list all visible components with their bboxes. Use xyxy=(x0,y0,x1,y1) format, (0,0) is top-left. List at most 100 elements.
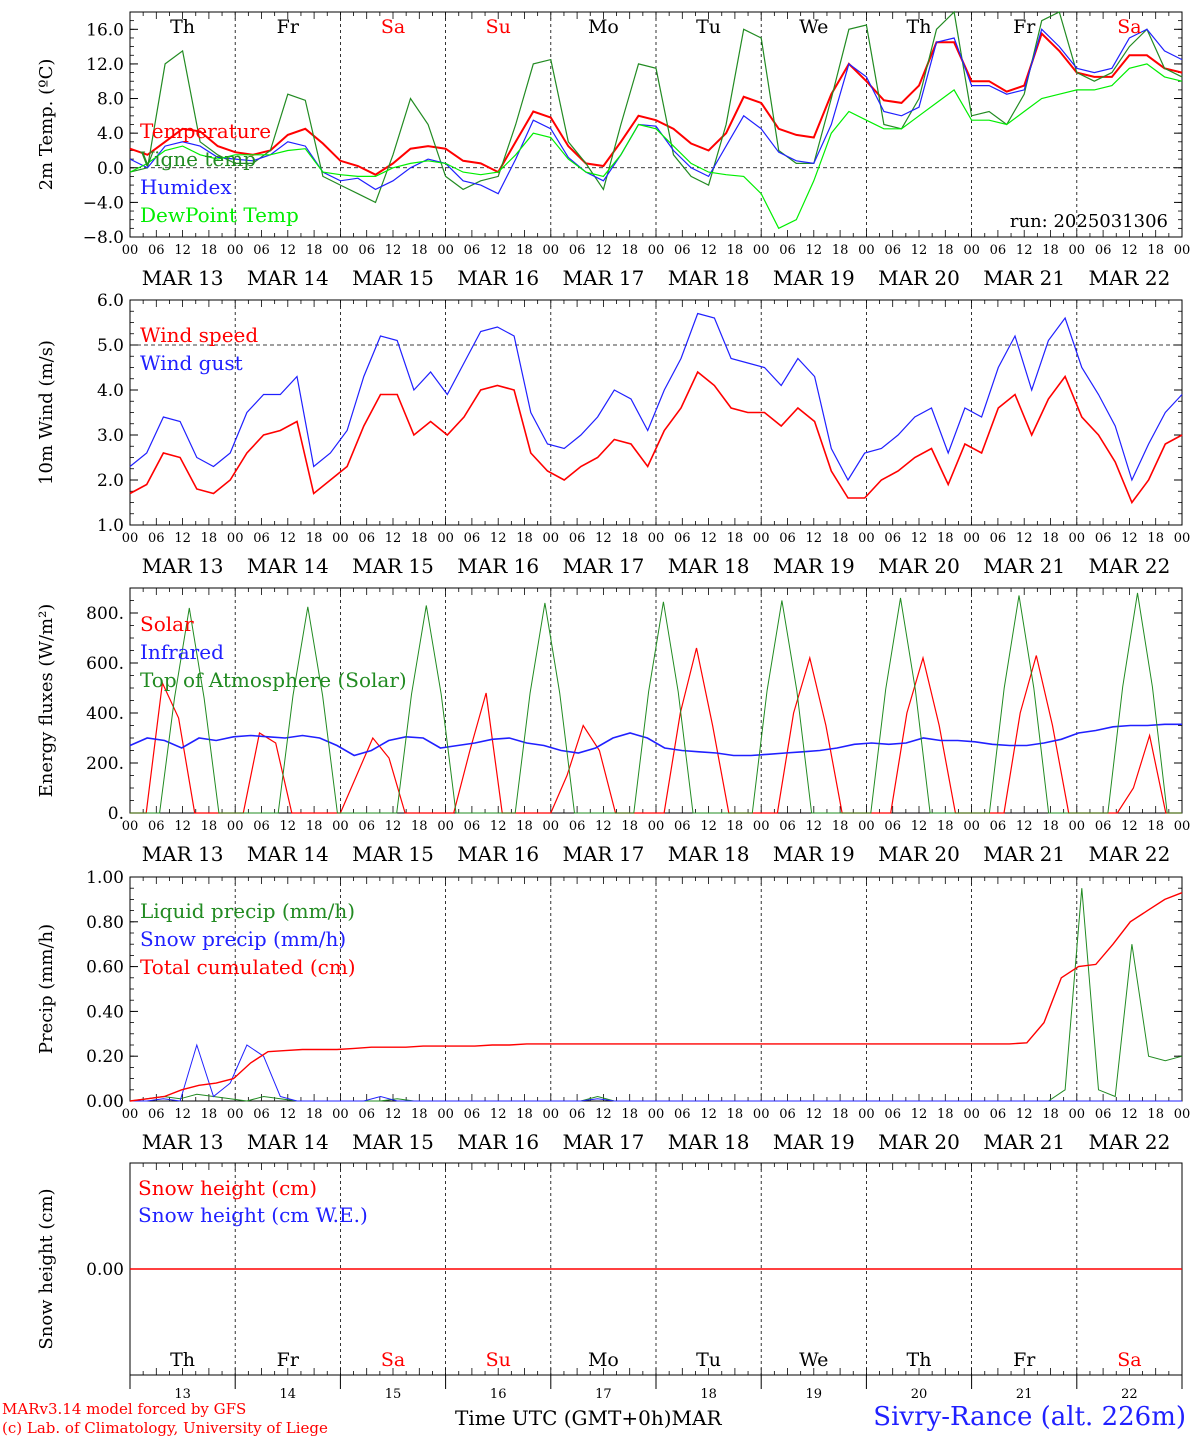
x-tick-label: 06 xyxy=(569,243,586,258)
x-tick-label: 06 xyxy=(1095,819,1112,834)
day-label: MAR 21 xyxy=(983,554,1065,578)
day-label: MAR 22 xyxy=(1089,554,1171,578)
x-tick-label: 18 xyxy=(1147,819,1164,834)
day-label: MAR 17 xyxy=(563,842,645,866)
x-tick-label: 00 xyxy=(543,819,560,834)
x-tick-label: 12 xyxy=(490,1107,507,1122)
x-tick-label: 06 xyxy=(1095,243,1112,258)
x-tick-label: 00 xyxy=(1174,819,1191,834)
x-tick-label: 00 xyxy=(437,243,454,258)
x-tick-label: 06 xyxy=(990,531,1007,546)
day-label: MAR 20 xyxy=(878,842,960,866)
x-tick-label: 12 xyxy=(280,1107,297,1122)
x-tick-label: 00 xyxy=(122,531,139,546)
x-tick-label: 00 xyxy=(543,531,560,546)
x-tick-label: 00 xyxy=(332,243,349,258)
x-tick-label: 00 xyxy=(437,531,454,546)
day-number: 17 xyxy=(595,1387,612,1402)
day-label: MAR 18 xyxy=(668,266,750,290)
x-tick-label: 18 xyxy=(1042,243,1059,258)
x-tick-label: 12 xyxy=(1121,1107,1138,1122)
run-annotation: run: 2025031306 xyxy=(1010,211,1168,232)
time-axis-title: Time UTC (GMT+0h)MAR xyxy=(455,1406,722,1430)
y-axis-label: Precip (mm/h) xyxy=(36,924,57,1054)
x-tick-label: 18 xyxy=(1147,1107,1164,1122)
day-number: 22 xyxy=(1121,1387,1138,1402)
y-tick-label: 2.0 xyxy=(97,471,124,491)
model-credit: MARv3.14 model forced by GFS xyxy=(2,1400,247,1418)
month-label: MAR xyxy=(671,1406,722,1430)
legend-entry: Wind gust xyxy=(140,351,243,375)
day-number: 20 xyxy=(911,1387,928,1402)
y-tick-label: 0.40 xyxy=(86,1002,124,1022)
day-label: MAR 16 xyxy=(457,266,539,290)
x-tick-label: 06 xyxy=(1095,1107,1112,1122)
x-tick-label: 06 xyxy=(779,531,796,546)
day-label: MAR 15 xyxy=(352,1130,434,1154)
day-number: 14 xyxy=(280,1387,297,1402)
x-tick-label: 12 xyxy=(1121,531,1138,546)
y-tick-label: 800. xyxy=(86,604,124,624)
weekday-label-top: Fr xyxy=(1013,16,1036,38)
x-tick-label: 00 xyxy=(1069,531,1086,546)
y-tick-label: 1.00 xyxy=(86,868,124,888)
x-tick-label: 12 xyxy=(385,819,402,834)
day-label: MAR 13 xyxy=(142,266,224,290)
day-label: MAR 20 xyxy=(878,266,960,290)
x-tick-label: 06 xyxy=(253,1107,270,1122)
x-tick-label: 18 xyxy=(937,1107,954,1122)
x-tick-label: 00 xyxy=(1174,531,1191,546)
x-tick-label: 12 xyxy=(700,243,717,258)
x-tick-label: 12 xyxy=(911,243,928,258)
y-tick-label: 0.0 xyxy=(97,159,124,179)
x-tick-label: 12 xyxy=(911,819,928,834)
y-tick-label: 5.0 xyxy=(97,336,124,356)
day-label: MAR 20 xyxy=(878,1130,960,1154)
x-tick-label: 00 xyxy=(963,819,980,834)
x-tick-label: 06 xyxy=(148,531,165,546)
x-tick-label: 18 xyxy=(306,531,323,546)
day-label: MAR 22 xyxy=(1089,1130,1171,1154)
day-number: 15 xyxy=(385,1387,402,1402)
day-label: MAR 22 xyxy=(1089,266,1171,290)
x-tick-label: 06 xyxy=(464,243,481,258)
y-axis-label: Energy fluxes (W/m²) xyxy=(36,604,57,798)
x-tick-label: 06 xyxy=(569,1107,586,1122)
day-label: MAR 18 xyxy=(668,554,750,578)
x-tick-label: 00 xyxy=(437,1107,454,1122)
x-tick-label: 06 xyxy=(674,531,691,546)
x-tick-label: 18 xyxy=(621,1107,638,1122)
x-tick-label: 12 xyxy=(1016,531,1033,546)
x-tick-label: 00 xyxy=(648,243,665,258)
y-tick-label: 12.0 xyxy=(86,55,124,75)
x-tick-label: 12 xyxy=(385,531,402,546)
x-tick-label: 12 xyxy=(595,1107,612,1122)
x-tick-label: 00 xyxy=(963,531,980,546)
x-tick-label: 12 xyxy=(806,1107,823,1122)
x-tick-label: 18 xyxy=(727,243,744,258)
x-tick-label: 06 xyxy=(674,243,691,258)
y-tick-label: 200. xyxy=(86,754,124,774)
x-tick-label: 12 xyxy=(490,243,507,258)
x-tick-label: 18 xyxy=(411,243,428,258)
x-tick-label: 06 xyxy=(358,819,375,834)
legend-entry: Infrared xyxy=(140,640,224,664)
x-tick-label: 06 xyxy=(464,819,481,834)
x-tick-label: 06 xyxy=(990,243,1007,258)
x-tick-label: 12 xyxy=(174,1107,191,1122)
weekday-label-top: Fr xyxy=(277,16,300,38)
x-tick-label: 18 xyxy=(1042,819,1059,834)
x-tick-label: 18 xyxy=(201,819,218,834)
x-tick-label: 00 xyxy=(963,243,980,258)
day-number: 18 xyxy=(700,1387,717,1402)
x-tick-label: 18 xyxy=(201,531,218,546)
x-tick-label: 06 xyxy=(990,1107,1007,1122)
x-tick-label: 12 xyxy=(806,819,823,834)
weekday-label-bottom: Th xyxy=(907,1349,932,1371)
time-axis-label: Time UTC (GMT+0h) xyxy=(455,1406,672,1430)
x-tick-label: 00 xyxy=(963,1107,980,1122)
y-tick-label: 4.0 xyxy=(97,381,124,401)
x-tick-label: 00 xyxy=(227,819,244,834)
x-tick-label: 18 xyxy=(201,243,218,258)
